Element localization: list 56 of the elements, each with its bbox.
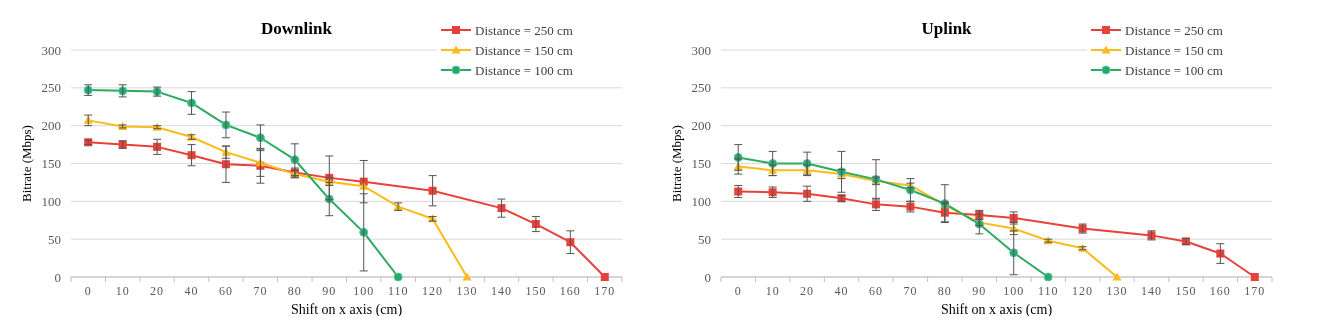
x-tick-label: 10 <box>115 284 130 298</box>
y-tick-label: 0 <box>704 269 711 285</box>
x-tick-label: 70 <box>253 284 268 298</box>
x-tick-label: 110 <box>387 284 409 298</box>
legend-label: Distance = 150 cm <box>1125 42 1223 58</box>
x-tick-label: 120 <box>422 284 444 298</box>
chart-title: Uplink <box>921 19 973 38</box>
y-tick-label: 200 <box>691 118 711 134</box>
x-tick-label: 120 <box>1072 284 1094 298</box>
x-tick-label: 140 <box>1140 284 1162 298</box>
y-tick-label: 50 <box>48 231 61 247</box>
x-tick-label: 0 <box>734 284 742 298</box>
y-tick-label: 300 <box>41 42 61 58</box>
x-tick-label: 140 <box>490 284 512 298</box>
x-tick-label: 170 <box>1244 284 1266 298</box>
x-tick-label: 60 <box>868 284 883 298</box>
legend-label: Distance = 150 cm <box>475 42 573 58</box>
x-tick-label: 130 <box>456 284 478 298</box>
y-tick-label: 150 <box>691 156 711 172</box>
x-tick-label: 110 <box>1037 284 1059 298</box>
x-tick-label: 150 <box>525 284 547 298</box>
x-tick-label: 60 <box>218 284 233 298</box>
legend-label: Distance = 250 cm <box>1125 22 1223 38</box>
legend-label: Distance = 250 cm <box>475 22 573 38</box>
x-tick-label: 130 <box>1106 284 1128 298</box>
x-tick-label: 0 <box>84 284 92 298</box>
y-tick-label: 200 <box>41 118 61 134</box>
y-tick-label: 100 <box>691 193 711 209</box>
x-tick-label: 20 <box>150 284 165 298</box>
y-tick-label: 50 <box>698 231 711 247</box>
x-tick-label: 20 <box>800 284 815 298</box>
x-tick-label: 70 <box>903 284 918 298</box>
chart-title: Downlink <box>261 19 333 38</box>
x-tick-label: 100 <box>1003 284 1025 298</box>
y-axis-title: Bitrate (Mbps) <box>19 125 34 202</box>
x-tick-label: 40 <box>834 284 849 298</box>
x-tick-label: 80 <box>937 284 952 298</box>
y-tick-label: 250 <box>691 80 711 96</box>
x-tick-label: 160 <box>1209 284 1231 298</box>
y-tick-label: 250 <box>41 80 61 96</box>
x-tick-label: 90 <box>972 284 987 298</box>
x-tick-label: 100 <box>353 284 375 298</box>
x-tick-label: 40 <box>184 284 199 298</box>
y-tick-label: 100 <box>41 193 61 209</box>
legend-label: Distance = 100 cm <box>475 62 573 78</box>
x-tick-label: 90 <box>322 284 337 298</box>
x-tick-label: 150 <box>1175 284 1197 298</box>
x-tick-label: 80 <box>287 284 302 298</box>
legend-label: Distance = 100 cm <box>1125 62 1223 78</box>
x-tick-label: 10 <box>765 284 780 298</box>
y-tick-label: 0 <box>54 269 61 285</box>
x-tick-label: 160 <box>559 284 581 298</box>
y-tick-label: 300 <box>691 42 711 58</box>
x-tick-label: 170 <box>594 284 616 298</box>
y-axis-title: Bitrate (Mbps) <box>669 125 684 202</box>
y-tick-label: 150 <box>41 156 61 172</box>
